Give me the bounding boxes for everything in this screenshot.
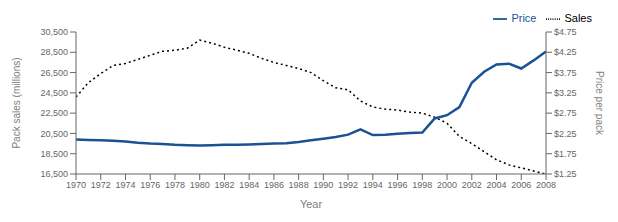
svg-text:30,500: 30,500: [40, 27, 68, 37]
svg-text:$2.75: $2.75: [554, 108, 577, 118]
svg-text:1984: 1984: [239, 180, 259, 190]
svg-text:22,500: 22,500: [40, 108, 68, 118]
svg-text:2006: 2006: [511, 180, 531, 190]
html-text:Price: Price: [511, 12, 537, 24]
svg-text:2002: 2002: [462, 180, 482, 190]
svg-text:1972: 1972: [91, 180, 111, 190]
svg-text:2008: 2008: [536, 180, 556, 190]
svg-text:Price per pack: Price per pack: [594, 71, 605, 136]
svg-text:$4.25: $4.25: [554, 47, 577, 57]
svg-text:24,500: 24,500: [40, 88, 68, 98]
svg-text:26,500: 26,500: [40, 68, 68, 78]
svg-text:$3.75: $3.75: [554, 68, 577, 78]
svg-text:1982: 1982: [214, 180, 234, 190]
svg-text:Year: Year: [300, 198, 323, 210]
svg-text:Pack sales (millions): Pack sales (millions): [11, 57, 22, 148]
svg-text:$3.25: $3.25: [554, 88, 577, 98]
svg-text:2000: 2000: [437, 180, 457, 190]
svg-text:1986: 1986: [264, 180, 284, 190]
svg-text:20,500: 20,500: [40, 129, 68, 139]
svg-text:16,500: 16,500: [40, 169, 68, 179]
svg-text:1996: 1996: [388, 180, 408, 190]
html-text:Sales: Sales: [564, 12, 592, 24]
svg-text:1976: 1976: [140, 180, 160, 190]
svg-text:1990: 1990: [313, 180, 333, 190]
svg-text:$4.75: $4.75: [554, 27, 577, 37]
svg-text:1994: 1994: [363, 180, 383, 190]
svg-text:$1.25: $1.25: [554, 169, 577, 179]
svg-text:28,500: 28,500: [40, 47, 68, 57]
svg-text:1970: 1970: [66, 180, 86, 190]
svg-text:1978: 1978: [165, 180, 185, 190]
svg-text:$2.25: $2.25: [554, 129, 577, 139]
svg-text:2004: 2004: [487, 180, 507, 190]
svg-text:18,500: 18,500: [40, 149, 68, 159]
svg-text:1988: 1988: [289, 180, 309, 190]
svg-text:$1.75: $1.75: [554, 149, 577, 159]
svg-text:1974: 1974: [115, 180, 135, 190]
svg-text:1992: 1992: [338, 180, 358, 190]
svg-text:1998: 1998: [412, 180, 432, 190]
svg-text:1980: 1980: [190, 180, 210, 190]
